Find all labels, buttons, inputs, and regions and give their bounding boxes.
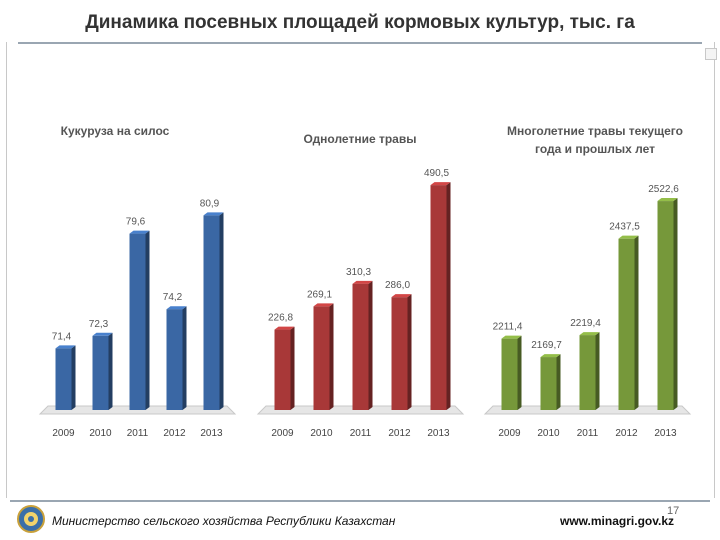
bar-2013 <box>430 185 447 410</box>
footer-divider <box>10 500 710 502</box>
tick-label-2010: 2010 <box>310 428 333 439</box>
tick-label-2011: 2011 <box>127 428 149 439</box>
bar-2013 <box>657 201 674 410</box>
bar-side-2013 <box>219 212 224 410</box>
bar-top-2009 <box>274 326 295 330</box>
bar-side-2013 <box>446 182 451 410</box>
bar-2012 <box>618 238 635 410</box>
chart-1: Кукуруза на силос 71,4 2009 72,3 2010 79,6 201… <box>38 124 237 439</box>
bar-top-2011 <box>129 230 150 234</box>
chart-title-3-line-1: Многолетние травы текущего <box>507 124 683 138</box>
bar-top-2010 <box>540 354 561 358</box>
data-label-2010: 269,1 <box>307 289 332 300</box>
bar-top-2013 <box>657 198 678 202</box>
bar-2012 <box>166 309 183 410</box>
tick-label-2013: 2013 <box>200 428 223 439</box>
bar-2009 <box>274 329 291 410</box>
bar-side-2010 <box>556 354 561 410</box>
chart-2: Однолетние травы 226,8 2009 269,1 2010 310,3 2… <box>256 132 465 439</box>
data-label-2013: 80,9 <box>200 198 220 209</box>
bar-2010 <box>540 357 557 410</box>
chart-3: Многолетние травы текущего года и прошлых… <box>483 124 692 439</box>
data-label-2011: 310,3 <box>346 267 371 278</box>
bar-top-2009 <box>55 345 76 349</box>
bar-top-2009 <box>501 335 522 339</box>
bar-2009 <box>501 338 518 410</box>
footer-website-link[interactable]: www.minagri.gov.kz <box>560 514 675 528</box>
tick-label-2013: 2013 <box>427 428 450 439</box>
chart-title-2-line-1: Однолетние травы <box>304 132 417 146</box>
bar-top-2010 <box>92 332 113 336</box>
bar-side-2011 <box>595 332 600 410</box>
bar-side-2011 <box>145 230 150 410</box>
data-label-2009: 2211,4 <box>493 322 523 333</box>
data-label-2012: 74,2 <box>163 292 183 303</box>
left-border <box>6 42 7 498</box>
bar-side-2012 <box>182 306 187 410</box>
bar-2012 <box>391 297 408 410</box>
title-divider <box>18 42 702 44</box>
tick-label-2012: 2012 <box>163 428 186 439</box>
data-label-2011: 79,6 <box>126 217 146 228</box>
tick-label-2011: 2011 <box>350 428 372 439</box>
bar-top-2012 <box>391 294 412 298</box>
data-label-2011: 2219,4 <box>570 318 601 329</box>
data-label-2012: 2437,5 <box>609 222 640 233</box>
tick-label-2010: 2010 <box>89 428 112 439</box>
right-border <box>714 42 715 498</box>
chart-title-1-line-1: Кукуруза на силос <box>61 124 170 138</box>
bar-top-2010 <box>313 303 334 307</box>
data-label-2009: 71,4 <box>52 331 72 342</box>
bar-2011 <box>352 283 369 410</box>
bar-top-2012 <box>618 235 639 239</box>
bar-2011 <box>129 233 146 410</box>
chart-title-3-line-2: года и прошлых лет <box>535 142 655 156</box>
bar-top-2013 <box>203 212 224 216</box>
tick-label-2012: 2012 <box>615 428 638 439</box>
data-label-2010: 2169,7 <box>531 340 562 351</box>
bar-2009 <box>55 348 72 410</box>
bar-top-2011 <box>352 280 373 284</box>
tick-label-2011: 2011 <box>577 428 599 439</box>
footer-ministry-name: Министерство сельского хозяйства Республ… <box>52 514 396 528</box>
corner-decoration <box>705 48 717 60</box>
tick-label-2013: 2013 <box>654 428 677 439</box>
bar-side-2012 <box>407 294 412 410</box>
bar-side-2010 <box>108 332 113 410</box>
data-label-2012: 286,0 <box>385 280 410 291</box>
bar-side-2010 <box>329 303 334 410</box>
data-label-2009: 226,8 <box>268 313 293 324</box>
bar-top-2011 <box>579 332 600 336</box>
bar-top-2012 <box>166 306 187 310</box>
bar-2013 <box>203 215 220 410</box>
bar-side-2009 <box>517 335 522 410</box>
bar-side-2009 <box>290 326 295 410</box>
tick-label-2012: 2012 <box>388 428 411 439</box>
bar-top-2013 <box>430 182 451 186</box>
ministry-emblem-icon <box>17 505 45 533</box>
page-number: 17 <box>667 505 680 517</box>
tick-label-2009: 2009 <box>52 428 75 439</box>
bar-side-2013 <box>673 198 678 410</box>
bar-2010 <box>92 335 109 410</box>
tick-label-2009: 2009 <box>271 428 294 439</box>
data-label-2013: 490,5 <box>424 168 449 179</box>
data-label-2013: 2522,6 <box>648 184 679 195</box>
tick-label-2010: 2010 <box>537 428 560 439</box>
bar-side-2009 <box>71 345 76 410</box>
bar-2011 <box>579 335 596 410</box>
data-label-2010: 72,3 <box>89 319 109 330</box>
bar-side-2011 <box>368 280 373 410</box>
tick-label-2009: 2009 <box>498 428 521 439</box>
bar-side-2012 <box>634 235 639 410</box>
page-title: Динамика посевных площадей кормовых куль… <box>85 12 635 33</box>
bar-2010 <box>313 306 330 410</box>
